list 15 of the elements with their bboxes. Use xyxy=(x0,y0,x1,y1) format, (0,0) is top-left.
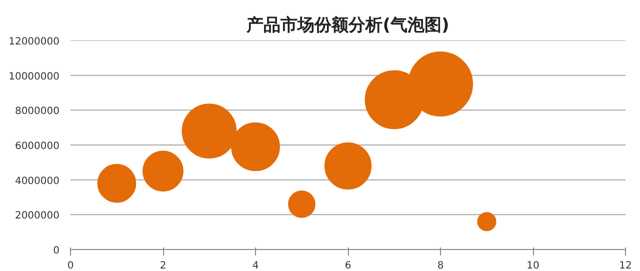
x-tick-label: 0 xyxy=(67,260,74,271)
x-tick-label: 10 xyxy=(526,260,540,271)
x-tick-label: 2 xyxy=(160,260,166,271)
y-tick-label: 4000000 xyxy=(14,176,60,187)
y-tick-label: 2000000 xyxy=(14,210,60,222)
chart-title: 产品市场份额分析(气泡图) xyxy=(246,16,450,36)
y-tick-label: 0 xyxy=(53,246,60,256)
x-tick-label: 8 xyxy=(437,260,444,271)
y-tick-label: 8000000 xyxy=(14,106,60,118)
y-tick-label: 6000000 xyxy=(14,141,60,152)
x-tick-label: 6 xyxy=(344,260,352,271)
y-tick-label: 12000000 xyxy=(8,36,60,48)
y-tick-label: 10000000 xyxy=(8,71,60,82)
x-tick-label: 12 xyxy=(619,260,632,271)
x-tick-label: 4 xyxy=(252,260,259,271)
